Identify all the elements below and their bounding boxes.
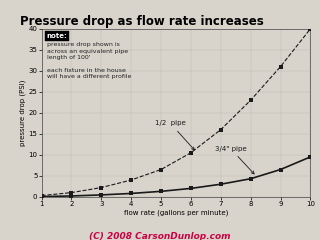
Text: note:: note: bbox=[47, 33, 68, 39]
Text: pressure drop shown is
across an equivalent pipe
length of 100'

each fixture in: pressure drop shown is across an equival… bbox=[47, 42, 131, 79]
Text: 1/2  pipe: 1/2 pipe bbox=[155, 120, 195, 150]
X-axis label: flow rate (gallons per minute): flow rate (gallons per minute) bbox=[124, 210, 228, 216]
Text: (C) 2008 CarsonDunlop.com: (C) 2008 CarsonDunlop.com bbox=[89, 232, 231, 240]
Text: Pressure drop as flow rate increases: Pressure drop as flow rate increases bbox=[20, 15, 264, 28]
Y-axis label: pressure drop (PSI): pressure drop (PSI) bbox=[19, 80, 26, 146]
Text: 3/4" pipe: 3/4" pipe bbox=[215, 146, 254, 174]
